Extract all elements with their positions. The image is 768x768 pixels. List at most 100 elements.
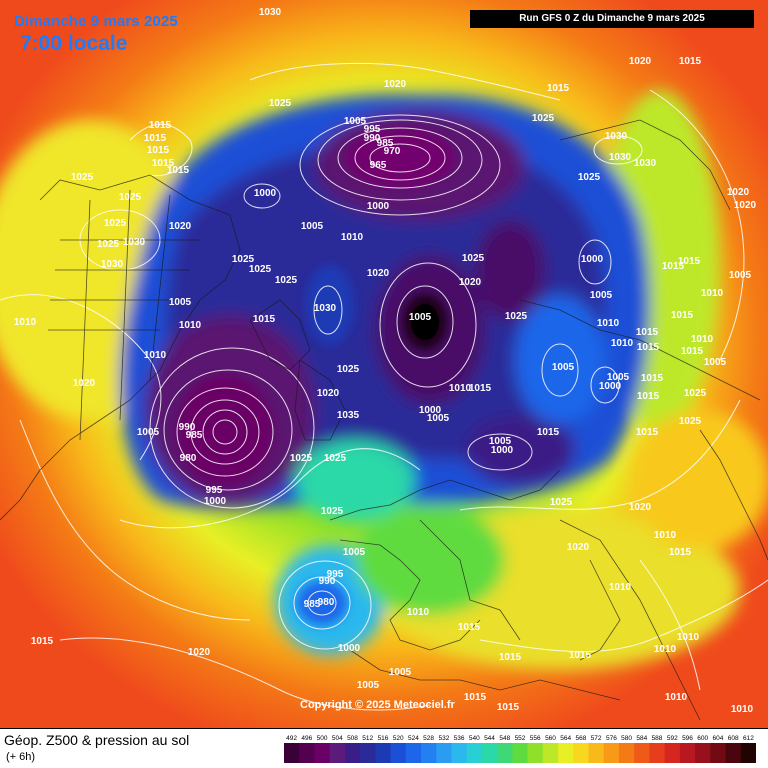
scale-tick-label: 536 <box>454 735 465 742</box>
scale-color-cell <box>390 743 407 763</box>
scale-tick-label: 492 <box>286 735 297 742</box>
isobar-value-label: 1020 <box>317 388 340 399</box>
isobar-value-label: 1000 <box>491 445 514 456</box>
scale-color-cell <box>649 743 666 763</box>
scale-color-cell <box>284 743 300 763</box>
isobar-lines <box>0 62 768 711</box>
isobar-value-label: 1000 <box>254 188 277 199</box>
isobar-value-label: 1010 <box>597 318 620 329</box>
isobar-value-label: 1025 <box>550 497 573 508</box>
isobar-value-label: 1010 <box>407 607 430 618</box>
isobar-value-label: 1015 <box>147 145 170 156</box>
scale-tick-label: 544 <box>484 735 495 742</box>
isobar-value-label: 1015 <box>469 383 492 394</box>
isobar-value-label: 1015 <box>537 427 560 438</box>
copyright-notice: Copyright © 2025 Meteociel.fr <box>300 699 455 711</box>
isobar-value-label: 965 <box>370 160 387 171</box>
scale-tick-label: 552 <box>515 735 526 742</box>
scale-tick-label: 500 <box>317 735 328 742</box>
isobar-value-label: 1025 <box>249 264 272 275</box>
isobar-value-label: 1015 <box>678 256 701 267</box>
scale-color-cell <box>679 743 696 763</box>
forecast-date-title: Dimanche 9 mars 2025 <box>14 13 178 30</box>
scale-color-cell <box>466 743 483 763</box>
isobar-value-label: 980 <box>180 453 197 464</box>
scale-color-cell <box>558 743 574 763</box>
scale-tick-label: 560 <box>545 735 556 742</box>
isobar-value-label: 1005 <box>357 680 380 691</box>
scale-tick-label: 612 <box>743 735 754 742</box>
scale-tick-label: 572 <box>591 735 602 742</box>
isobar-value-label: 1025 <box>290 453 313 464</box>
isobar-value-label: 1020 <box>384 79 407 90</box>
isobar-value-label: 1010 <box>691 334 714 345</box>
isobar-value-label: 1035 <box>337 410 360 421</box>
isobar-value-label: 1010 <box>449 383 472 394</box>
scale-tick-label: 564 <box>560 735 571 742</box>
isobar-value-label: 1015 <box>662 261 685 272</box>
isobar-value-label: 1010 <box>665 692 688 703</box>
scale-color-cell <box>740 743 756 763</box>
scale-tick-label: 520 <box>393 735 404 742</box>
scale-tick-label: 600 <box>697 735 708 742</box>
isobar-value-label: 1025 <box>462 253 485 264</box>
isobar-value-label: 1020 <box>459 277 482 288</box>
isobar-value-label: 1005 <box>137 427 160 438</box>
isobar-value-label: 1005 <box>343 547 366 558</box>
isobar-value-label: 1015 <box>637 391 660 402</box>
isobar-value-label: 1000 <box>419 405 442 416</box>
isobar-value-label: 1010 <box>341 232 364 243</box>
isobar-value-label: 1000 <box>204 496 227 507</box>
isobar-value-label: 1030 <box>314 303 337 314</box>
isobar-value-label: 1005 <box>590 290 613 301</box>
scale-color-cell <box>314 743 331 763</box>
scale-color-cell <box>603 743 620 763</box>
model-run-banner: Run GFS 0 Z du Dimanche 9 mars 2025 <box>470 10 754 28</box>
isobar-value-label: 1020 <box>629 56 652 67</box>
scale-color-cell <box>481 743 498 763</box>
scale-tick-label: 516 <box>378 735 389 742</box>
isobar-value-label: 1025 <box>71 172 94 183</box>
isobar-value-label: 1015 <box>253 314 276 325</box>
isobar-value-label: 990 <box>179 422 196 433</box>
scale-tick-label: 604 <box>712 735 723 742</box>
isobar-value-label: 1010 <box>654 644 677 655</box>
isobar-value-label: 1030 <box>259 7 282 18</box>
isobar-value-label: 985 <box>186 430 203 441</box>
isobar-value-label: 1025 <box>337 364 360 375</box>
isobar-value-label: 1025 <box>532 113 555 124</box>
scale-color-cell <box>436 743 452 763</box>
isobar-value-label: 1005 <box>301 221 324 232</box>
forecast-step: (+ 6h) <box>6 751 36 763</box>
isobar-value-label: 1020 <box>73 378 96 389</box>
isobar-value-label: 1030 <box>101 259 124 270</box>
isobar-value-label: 1025 <box>679 416 702 427</box>
isobar-value-label: 1020 <box>367 268 390 279</box>
isobar-value-label: 1025 <box>269 98 292 109</box>
isobar-value-label: 1005 <box>552 362 575 373</box>
scale-color-cell <box>497 743 513 763</box>
isobar-value-label: 1015 <box>637 342 660 353</box>
scale-tick-label: 608 <box>728 735 739 742</box>
scale-color-cell <box>542 743 559 763</box>
scale-color-cell <box>375 743 392 763</box>
isobar-value-label: 995 <box>206 485 223 496</box>
isobar-value-label: 1025 <box>505 311 528 322</box>
scale-color-cell <box>619 743 635 763</box>
isobar-value-label: 1010 <box>731 704 754 715</box>
isobar-value-label: 1020 <box>629 502 652 513</box>
scale-color-cell <box>664 743 681 763</box>
scale-color-cell <box>588 743 605 763</box>
scale-tick-label: 596 <box>682 735 693 742</box>
scale-tick-label: 548 <box>499 735 510 742</box>
isobar-value-label: 1020 <box>188 647 211 658</box>
isobar-value-label: 980 <box>318 597 335 608</box>
scale-tick-label: 580 <box>621 735 632 742</box>
isobar-value-label: 1025 <box>119 192 142 203</box>
isobar-value-label: 1025 <box>104 218 127 229</box>
isobar-value-label: 1010 <box>609 582 632 593</box>
isobar-value-label: 1030 <box>123 237 146 248</box>
isobar-value-label: 1005 <box>169 297 192 308</box>
isobar-value-label: 1015 <box>569 650 592 661</box>
scale-color-cell <box>695 743 711 763</box>
